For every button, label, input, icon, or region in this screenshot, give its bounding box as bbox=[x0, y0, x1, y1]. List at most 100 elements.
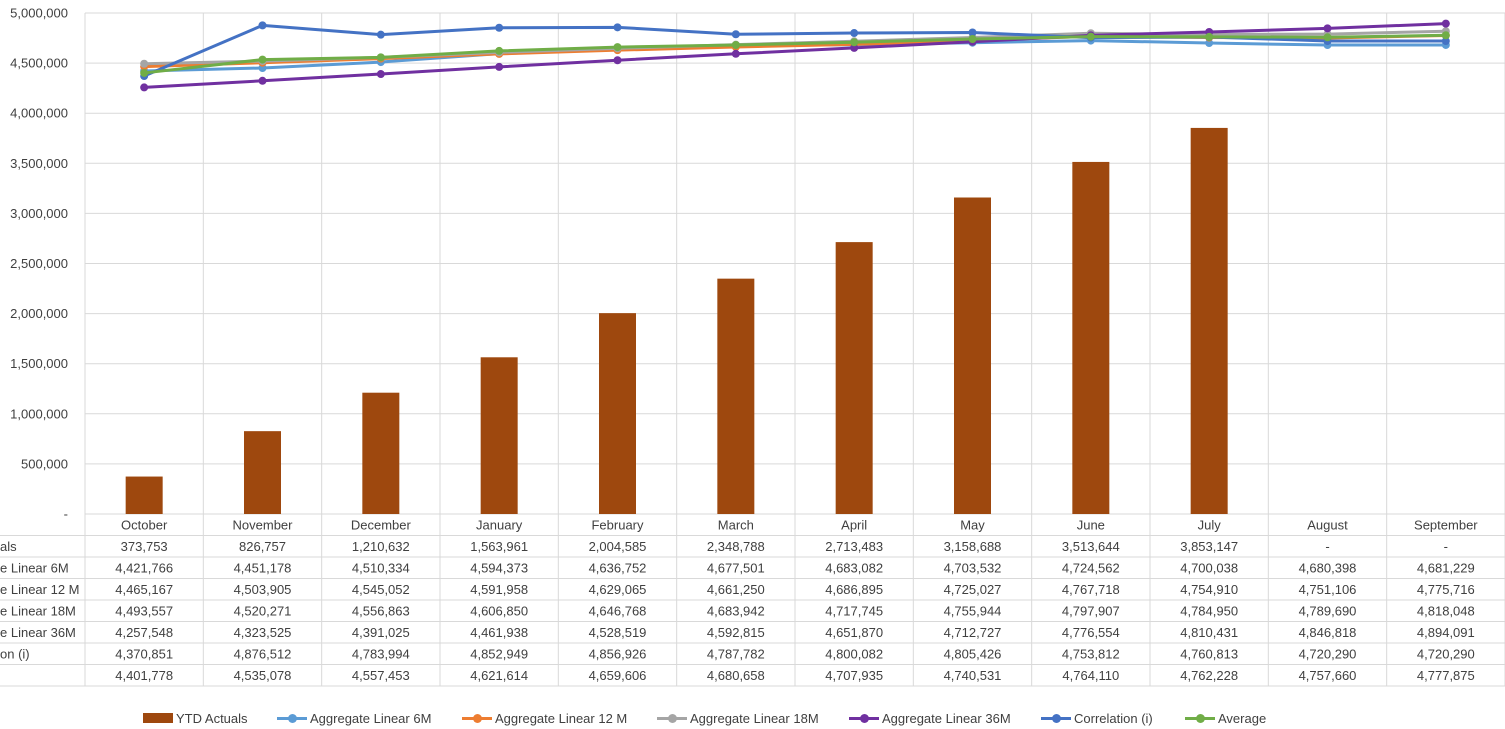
table-row-label: on (i) bbox=[0, 647, 30, 662]
legend-key-line bbox=[1185, 708, 1215, 728]
table-cell: 4,760,813 bbox=[1180, 647, 1238, 662]
bar bbox=[1190, 127, 1228, 514]
legend-key-bar bbox=[143, 708, 173, 728]
data-point bbox=[140, 83, 149, 92]
data-point bbox=[495, 62, 504, 71]
table-row-label: e Linear 12 M bbox=[0, 582, 80, 597]
table-cell: 4,661,250 bbox=[707, 582, 765, 597]
table-cell: 4,717,745 bbox=[825, 604, 883, 619]
data-point bbox=[1323, 33, 1332, 42]
table-cell: 2,348,788 bbox=[707, 539, 765, 554]
bar bbox=[954, 197, 991, 515]
legend-key-line bbox=[462, 708, 492, 728]
data-point bbox=[1441, 19, 1450, 28]
table-cell: 4,370,851 bbox=[115, 647, 173, 662]
x-category-label: October bbox=[121, 518, 168, 533]
data-point bbox=[968, 34, 977, 43]
table-cell: 4,421,766 bbox=[115, 561, 173, 576]
data-point bbox=[613, 56, 622, 65]
table-cell: 4,659,606 bbox=[589, 668, 647, 683]
table-cell: 4,876,512 bbox=[234, 647, 292, 662]
table-cell: 4,725,027 bbox=[944, 582, 1002, 597]
table-cell: 4,767,718 bbox=[1062, 582, 1120, 597]
table-cell: 4,683,942 bbox=[707, 604, 765, 619]
data-point bbox=[850, 43, 859, 52]
bar bbox=[125, 476, 163, 514]
y-tick-label: 4,000,000 bbox=[10, 106, 68, 121]
table-cell: 4,545,052 bbox=[352, 582, 410, 597]
table-cell: 4,800,082 bbox=[825, 647, 883, 662]
table-cell: 4,789,690 bbox=[1299, 604, 1357, 619]
data-point bbox=[1205, 32, 1214, 41]
legend-key-line bbox=[849, 708, 879, 728]
table-cell: 4,451,178 bbox=[234, 561, 292, 576]
data-point bbox=[140, 59, 149, 68]
table-cell: 4,461,938 bbox=[470, 625, 528, 640]
data-point bbox=[850, 38, 859, 47]
table-cell: 4,724,562 bbox=[1062, 561, 1120, 576]
table-cell: 4,686,895 bbox=[825, 582, 883, 597]
data-point bbox=[613, 43, 622, 52]
table-cell: 4,712,727 bbox=[944, 625, 1002, 640]
table-cell: 4,636,752 bbox=[589, 561, 647, 576]
bar bbox=[244, 431, 281, 514]
legend-item-aggregate-linear-12m: Aggregate Linear 12 M bbox=[462, 708, 627, 728]
table-cell: 3,853,147 bbox=[1180, 539, 1238, 554]
legend-label: YTD Actuals bbox=[176, 710, 248, 726]
data-point bbox=[258, 55, 267, 64]
bar bbox=[599, 313, 636, 514]
table-cell: 4,401,778 bbox=[115, 668, 173, 683]
y-tick-label: 3,500,000 bbox=[10, 156, 68, 171]
legend-label: Correlation (i) bbox=[1074, 710, 1153, 726]
table-cell: 4,651,870 bbox=[825, 625, 883, 640]
table-cell: 4,520,271 bbox=[234, 604, 292, 619]
y-tick-label: 2,500,000 bbox=[10, 256, 68, 271]
table-cell: 4,755,944 bbox=[944, 604, 1002, 619]
data-point bbox=[140, 68, 149, 77]
table-cell: 4,594,373 bbox=[470, 561, 528, 576]
data-point bbox=[376, 70, 385, 79]
table-cell: 1,563,961 bbox=[470, 539, 528, 554]
data-point bbox=[1323, 24, 1332, 33]
table-cell: 4,720,290 bbox=[1299, 647, 1357, 662]
data-point bbox=[1441, 37, 1450, 46]
table-cell: 4,680,658 bbox=[707, 668, 765, 683]
table-cell: 4,680,398 bbox=[1299, 561, 1357, 576]
legend-item-correlation: Correlation (i) bbox=[1041, 708, 1153, 728]
table-cell: 4,557,453 bbox=[352, 668, 410, 683]
legend-label: Aggregate Linear 12 M bbox=[495, 710, 628, 726]
data-table: October November December January February Ma… bbox=[0, 518, 1478, 684]
table-row-label: e Linear 6M bbox=[0, 561, 69, 576]
table-cell: 3,158,688 bbox=[944, 539, 1002, 554]
legend-item-aggregate-linear-6m: Aggregate Linear 6M bbox=[277, 708, 431, 728]
bar bbox=[362, 392, 400, 514]
table-cell: 4,852,949 bbox=[470, 647, 528, 662]
table-cell: 4,323,525 bbox=[234, 625, 292, 640]
table-cell: 4,703,532 bbox=[944, 561, 1002, 576]
data-point bbox=[1086, 32, 1095, 41]
legend-item-aggregate-linear-18m: Aggregate Linear 18M bbox=[657, 708, 819, 728]
table-cell: - bbox=[1444, 539, 1448, 554]
table-cell: 4,787,782 bbox=[707, 647, 765, 662]
data-point bbox=[613, 23, 622, 32]
y-tick-label: 5,000,000 bbox=[10, 6, 68, 21]
table-cell: 4,810,431 bbox=[1180, 625, 1238, 640]
y-tick-label: 2,000,000 bbox=[10, 306, 68, 321]
table-cell: 4,757,660 bbox=[1299, 668, 1357, 683]
data-point bbox=[258, 76, 267, 85]
table-row-label: e Linear 36M bbox=[0, 625, 76, 640]
table-cell: 4,805,426 bbox=[944, 647, 1002, 662]
data-point bbox=[495, 46, 504, 55]
table-cell: 4,493,557 bbox=[115, 604, 173, 619]
x-category-label: June bbox=[1077, 518, 1105, 533]
table-cell: 4,391,025 bbox=[352, 625, 410, 640]
table-cell: 4,591,958 bbox=[470, 582, 528, 597]
table-cell: 4,894,091 bbox=[1417, 625, 1475, 640]
legend-key-line bbox=[277, 708, 307, 728]
table-cell: 4,764,110 bbox=[1062, 668, 1119, 683]
table-cell: 4,528,519 bbox=[589, 625, 647, 640]
table-cell: 4,784,950 bbox=[1180, 604, 1238, 619]
table-cell: 1,210,632 bbox=[352, 539, 410, 554]
data-point bbox=[1441, 31, 1450, 40]
series-line bbox=[143, 33, 1446, 75]
